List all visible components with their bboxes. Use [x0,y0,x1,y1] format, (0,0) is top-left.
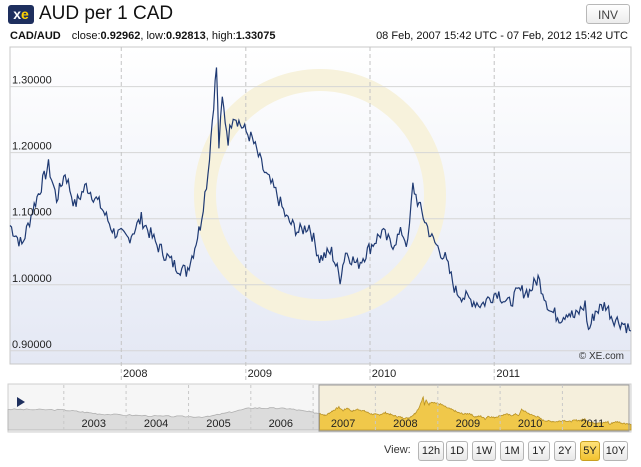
navigator-year-label: 2007 [331,418,355,430]
x-tick-label: 2010 [372,368,396,380]
zoom-5y-button[interactable]: 5Y [580,441,600,461]
y-tick-label: 1.00000 [12,273,52,285]
view-label: View: [384,444,411,456]
play-icon[interactable] [17,397,25,407]
zoom-1d-button[interactable]: 1D [446,441,468,461]
sep-1: , [140,30,147,42]
navigator-year-label: 2004 [144,418,168,430]
navigator[interactable]: 2003 2004 2005 2006 2007 2008 2009 2010 2011 [0,382,641,434]
logo-e: e [21,6,29,22]
y-tick-label: 1.30000 [12,75,52,87]
navigator-year-label: 2006 [269,418,293,430]
close-value: 0.92962 [100,30,141,42]
zoom-1m-button[interactable]: 1M [500,441,524,461]
date-range: 08 Feb, 2007 15:42 UTC - 07 Feb, 2012 15… [376,30,628,42]
zoom-10y-button[interactable]: 10Y [603,441,628,461]
y-tick-label: 1.10000 [12,207,52,219]
x-tick-label: 2011 [496,368,520,380]
rate-chart[interactable]: 0.90000 1.00000 1.10000 1.20000 1.30000 2008… [0,45,641,380]
zoom-1w-button[interactable]: 1W [472,441,496,461]
close-label: close: [71,30,101,42]
navigator-history-area [7,407,320,431]
rate-line [9,67,632,334]
navigator-selected-area [319,395,632,431]
navigator-year-label: 2005 [206,418,230,430]
navigator-year-label: 2003 [82,418,106,430]
page-title: AUD per 1 CAD [39,3,174,24]
y-tick-label: 0.90000 [12,339,52,351]
xe-logo[interactable]: xe [8,5,34,24]
copyright-watermark: © XE.com [579,351,624,362]
navigator-year-label: 2008 [393,418,417,430]
navigator-year-label: 2010 [518,418,542,430]
high-value: 1.33075 [235,30,276,42]
navigator-selection[interactable] [318,384,630,432]
x-tick-label: 2008 [123,368,147,380]
y-tick-label: 1.20000 [12,141,52,153]
navigator-year-label: 2011 [581,418,605,430]
currency-pair: CAD/AUD [10,30,61,42]
navigator-year-label: 2009 [456,418,480,430]
zoom-12h-button[interactable]: 12h [418,441,444,461]
high-label: high: [211,30,236,42]
header: xe AUD per 1 CAD INV [0,0,641,30]
zoom-1y-button[interactable]: 1Y [528,441,550,461]
sep-2: , [205,30,212,42]
invert-button[interactable]: INV [586,4,630,24]
zoom-2y-button[interactable]: 2Y [554,441,576,461]
low-value: 0.92813 [166,30,206,42]
logo-x: x [13,6,21,22]
low-label: low: [146,30,166,42]
stats-line: CAD/AUD close:0.92962, low:0.92813, high… [10,29,276,43]
x-tick-label: 2009 [248,368,272,380]
